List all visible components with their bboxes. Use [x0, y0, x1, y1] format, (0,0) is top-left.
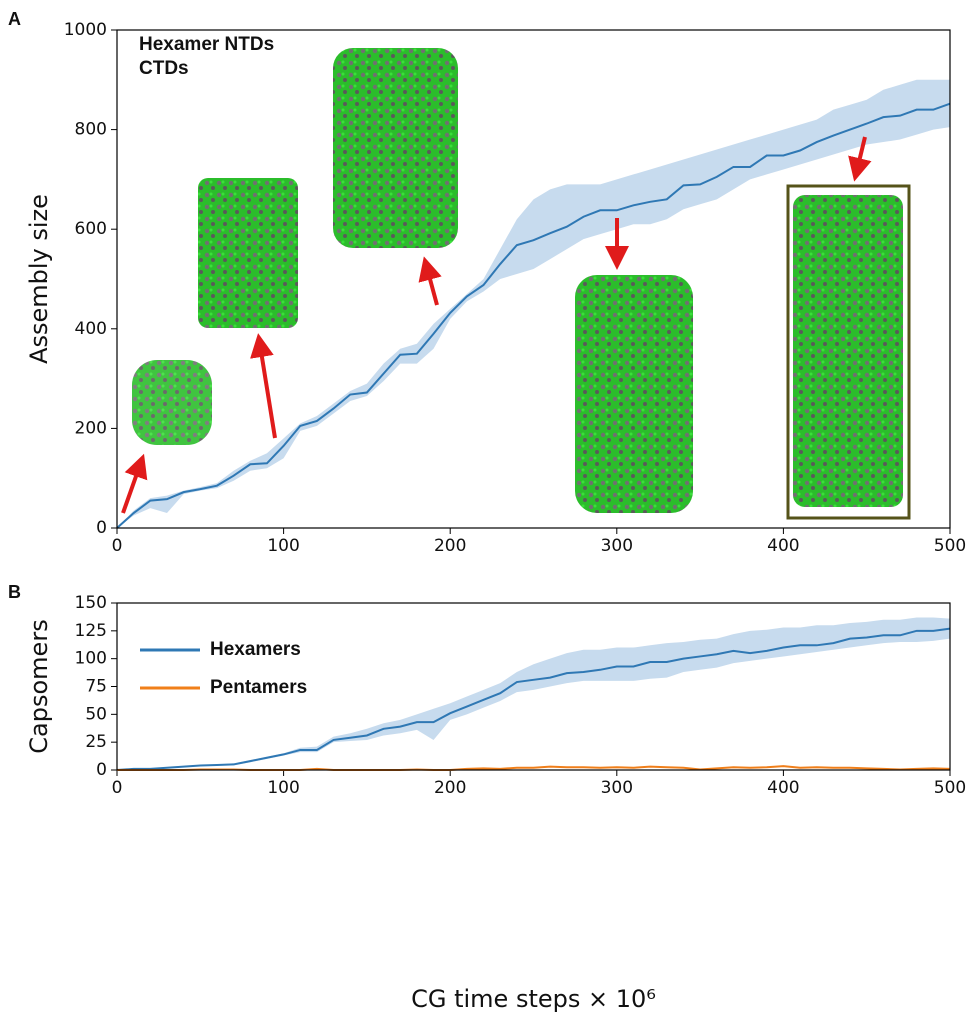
- structure-image: [575, 275, 693, 513]
- y-tick-label: 75: [85, 677, 107, 697]
- structure-images: [132, 48, 909, 518]
- y-tick-label: 0: [96, 518, 107, 538]
- y-axis-label: Assembly size: [25, 194, 53, 364]
- structure-image: [333, 48, 458, 248]
- figure: AAssembly size02004006008001000010020030…: [0, 0, 973, 1018]
- y-tick-label: 800: [75, 120, 107, 140]
- y-tick-label: 600: [75, 219, 107, 239]
- y-tick-label: 400: [75, 319, 107, 339]
- y-tick-label: 200: [75, 418, 107, 438]
- arrow: [123, 465, 140, 513]
- x-tick-label: 100: [267, 778, 299, 798]
- x-tick-label: 400: [767, 778, 799, 798]
- legend-label: Hexamers: [210, 639, 301, 660]
- legend-label: Pentamers: [210, 677, 307, 698]
- structure-image: [132, 360, 212, 445]
- annotation: Hexamer NTDs: [139, 34, 274, 55]
- arrow: [260, 345, 275, 438]
- structure-image: [198, 178, 298, 328]
- x-tick-label: 200: [434, 536, 466, 556]
- y-tick-label: 150: [75, 593, 107, 613]
- x-tick-label: 0: [112, 536, 123, 556]
- y-tick-label: 100: [75, 649, 107, 669]
- x-tick-label: 400: [767, 536, 799, 556]
- x-tick-label: 100: [267, 536, 299, 556]
- y-tick-label: 0: [96, 760, 107, 780]
- y-tick-label: 25: [85, 732, 107, 752]
- y-tick-label: 50: [85, 704, 107, 724]
- panel-label: B: [8, 582, 21, 602]
- structure-image: [793, 195, 903, 507]
- x-tick-label: 500: [934, 536, 966, 556]
- arrow: [427, 268, 437, 305]
- y-tick-label: 125: [75, 621, 107, 641]
- x-tick-label: 0: [112, 778, 123, 798]
- panel-label: A: [8, 9, 21, 29]
- x-tick-label: 300: [601, 536, 633, 556]
- x-axis-label: CG time steps × 10⁶: [411, 985, 656, 1013]
- annotation: CTDs: [139, 58, 189, 79]
- x-tick-label: 300: [601, 778, 633, 798]
- y-axis-label: Capsomers: [25, 619, 53, 753]
- x-tick-label: 500: [934, 778, 966, 798]
- x-tick-label: 200: [434, 778, 466, 798]
- y-tick-label: 1000: [64, 20, 107, 40]
